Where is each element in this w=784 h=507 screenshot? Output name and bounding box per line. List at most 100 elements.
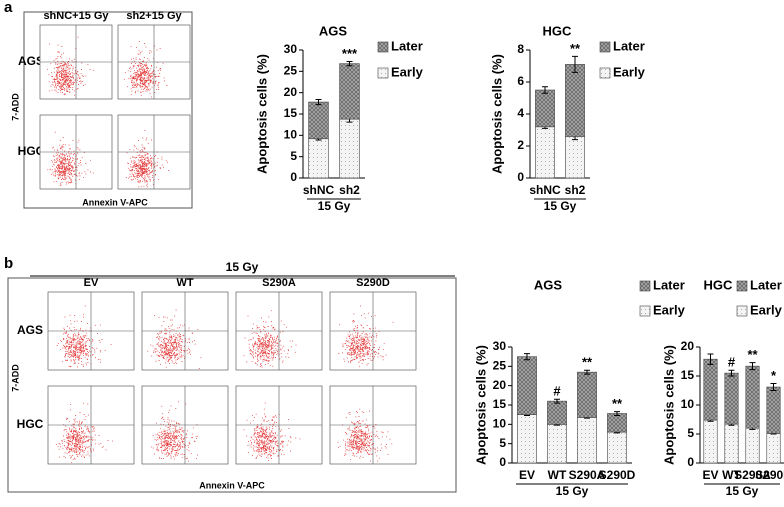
flow-column-title: shNC+15 Gy <box>43 10 109 22</box>
error-bar <box>572 55 578 73</box>
legend-label: Later <box>750 277 782 292</box>
y-tick-label: 25 <box>493 359 507 373</box>
x-axis-label: 15 Gy <box>544 199 577 213</box>
chart-title: AGS <box>319 23 348 38</box>
flow-column-title: sh2+15 Gy <box>126 10 182 22</box>
y-tick-label: 30 <box>284 42 298 56</box>
y-axis-label: Apoptosis cells (%) <box>489 54 504 174</box>
y-tick-label: 0 <box>517 170 524 184</box>
bar-segment <box>535 89 555 128</box>
error-bar <box>749 362 756 371</box>
flow-y-label: 7-ADD <box>10 93 20 121</box>
y-tick-label: 20 <box>681 339 695 353</box>
y-tick-label: 15 <box>681 368 695 382</box>
legend-swatch <box>377 67 389 79</box>
flow-frame <box>23 11 193 209</box>
x-axis-label: 15 Gy <box>726 484 759 498</box>
legend-swatch <box>599 67 611 79</box>
x-tick-label: S290D <box>599 468 636 482</box>
flow-column-title: WT <box>176 277 193 289</box>
bar-segment <box>339 63 360 120</box>
bar-segment <box>703 419 718 464</box>
x-tick-label: S290A <box>569 468 606 482</box>
event-cloud <box>56 305 112 368</box>
y-tick-label: 0 <box>499 455 506 469</box>
y-tick-label: 20 <box>284 85 298 99</box>
bar-segment <box>308 138 329 179</box>
y-tick-label: 0 <box>290 170 297 184</box>
bar-segment <box>517 414 537 464</box>
bar-segment <box>535 126 555 179</box>
bar-segment <box>607 413 627 433</box>
flow-frame <box>7 277 457 493</box>
treatment-label: 15 Gy <box>226 260 259 274</box>
chart-title: AGS <box>534 277 563 292</box>
y-tick-label: 0 <box>687 455 694 469</box>
legend-label: Early <box>653 302 686 317</box>
significance-mark: * <box>771 368 777 383</box>
y-tick-label: 10 <box>681 397 695 411</box>
flow-row-label: HGC <box>18 144 45 158</box>
event-cloud <box>147 309 202 370</box>
x-axis-label: 15 Gy <box>318 199 351 213</box>
significance-mark: ** <box>582 355 593 370</box>
y-tick-label: 10 <box>493 417 507 431</box>
legend-label: Later <box>613 38 645 53</box>
x-tick-label: EV <box>519 468 535 482</box>
flow-column-title: EV <box>84 277 99 289</box>
x-tick-label: S290A <box>734 468 771 482</box>
significance-mark: # <box>728 355 736 370</box>
significance-mark: ** <box>570 41 581 56</box>
legend-label: Early <box>613 64 646 79</box>
event-cloud <box>243 310 297 368</box>
error-bar <box>707 353 714 365</box>
flow-column-title: S290D <box>356 277 390 289</box>
error-bar <box>554 398 560 404</box>
y-tick-label: 25 <box>284 64 298 78</box>
y-tick-label: 15 <box>284 106 298 120</box>
bar-segment <box>745 365 760 429</box>
y-tick-label: 6 <box>517 74 524 88</box>
bar-segment <box>339 118 360 179</box>
bar-segment <box>547 424 567 464</box>
y-tick-label: 4 <box>517 106 524 120</box>
x-tick-label: WT <box>548 468 567 482</box>
legend-label: Later <box>391 38 423 53</box>
bar-segment <box>565 64 585 137</box>
legend-swatch <box>377 41 389 53</box>
event-cloud <box>338 305 394 368</box>
chart-title: HGC <box>543 23 573 38</box>
y-tick-label: 10 <box>284 128 298 142</box>
event-cloud <box>125 130 170 188</box>
bar-segment <box>703 358 718 421</box>
y-tick-label: 20 <box>493 378 507 392</box>
legend-label: Later <box>653 277 685 292</box>
y-tick-label: 5 <box>499 436 506 450</box>
bar-segment <box>308 101 329 140</box>
y-tick-label: 5 <box>687 426 694 440</box>
legend-label: Early <box>750 302 783 317</box>
error-bar <box>614 411 620 416</box>
y-tick-label: 30 <box>493 339 507 353</box>
error-bar <box>315 98 322 106</box>
error-bar <box>584 369 590 375</box>
x-tick-label: shNC <box>529 183 561 197</box>
y-tick-label: 8 <box>517 42 524 56</box>
flow-y-label: 7-ADD <box>10 364 20 392</box>
flow-row-label: AGS <box>18 54 44 68</box>
event-cloud <box>123 41 168 98</box>
significance-mark: ** <box>747 347 758 362</box>
bar-segment <box>724 423 739 464</box>
significance-mark: *** <box>342 46 358 61</box>
y-tick-label: 15 <box>493 397 507 411</box>
y-axis-label: Apoptosis cells (%) <box>254 54 269 174</box>
bar-segment <box>766 386 781 434</box>
event-cloud <box>47 36 95 96</box>
flow-row-label: HGC <box>17 417 44 431</box>
bar-segment <box>724 372 739 425</box>
flow-row-label: AGS <box>17 323 43 337</box>
bar-segment <box>547 400 567 425</box>
x-axis-label: 15 Gy <box>556 484 589 498</box>
legend-label: Early <box>391 64 424 79</box>
